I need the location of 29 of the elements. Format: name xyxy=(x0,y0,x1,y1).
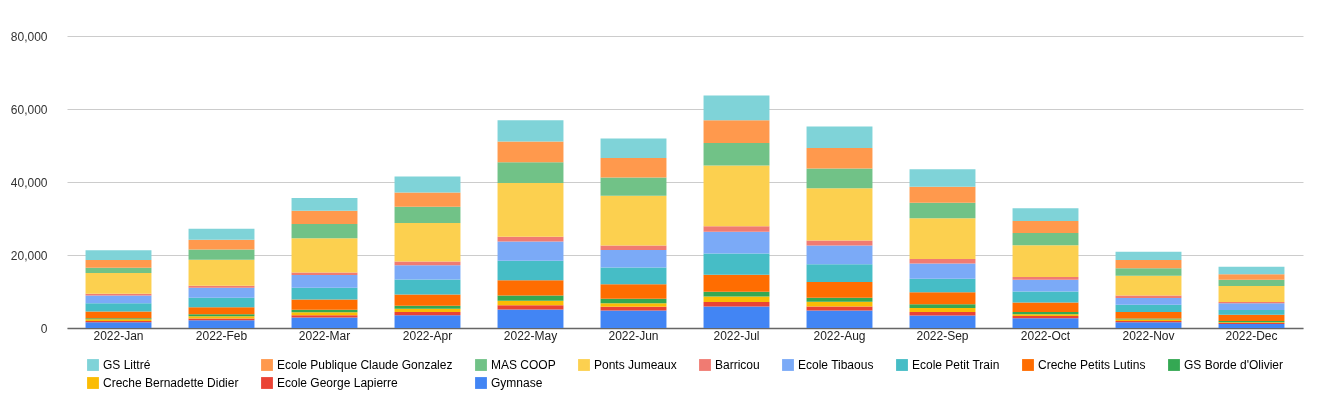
y-tick-label: 80,000 xyxy=(10,29,48,44)
legend-label: MAS COOP xyxy=(491,358,556,372)
x-tick-label: 2022-Mar xyxy=(298,328,351,343)
x-tick-label: 2022-Feb xyxy=(195,328,248,343)
x-tick-label: 2022-May xyxy=(503,328,558,343)
legend-label: GS Littré xyxy=(103,358,151,372)
y-tick-label: 40,000 xyxy=(10,175,48,190)
legend-label: Ecole Tibaous xyxy=(798,358,874,372)
legend-label: Creche Petits Lutins xyxy=(1038,358,1146,372)
y-tick-label: 20,000 xyxy=(10,248,48,263)
legend-label: Ecole George Lapierre xyxy=(277,376,399,390)
legend-label: Creche Bernadette Didier xyxy=(103,376,239,390)
x-tick-label: 2022-Aug xyxy=(813,328,866,343)
x-tick-label: 2022-Sep xyxy=(916,328,969,343)
x-tick-label: 2022-Dec xyxy=(1225,328,1278,343)
x-tick-label: 2022-Oct xyxy=(1020,328,1071,343)
legend-label: Gymnase xyxy=(491,376,543,390)
legend-label: Ecole Petit Train xyxy=(912,358,1000,372)
legend-label: Ponts Jumeaux xyxy=(594,358,677,372)
legend-label: GS Borde d'Olivier xyxy=(1184,358,1283,372)
x-tick-label: 2022-Jan xyxy=(93,328,144,343)
legend-label: Barricou xyxy=(715,358,760,372)
x-tick-label: 2022-Jun xyxy=(608,328,659,343)
legend-label: Ecole Publique Claude Gonzalez xyxy=(277,358,453,372)
x-tick-label: 2022-Jul xyxy=(713,328,760,343)
x-tick-label: 2022-Apr xyxy=(402,328,453,343)
y-tick-label: 60,000 xyxy=(10,102,48,117)
y-tick-label: 0 xyxy=(40,321,48,336)
x-tick-label: 2022-Nov xyxy=(1122,328,1175,343)
